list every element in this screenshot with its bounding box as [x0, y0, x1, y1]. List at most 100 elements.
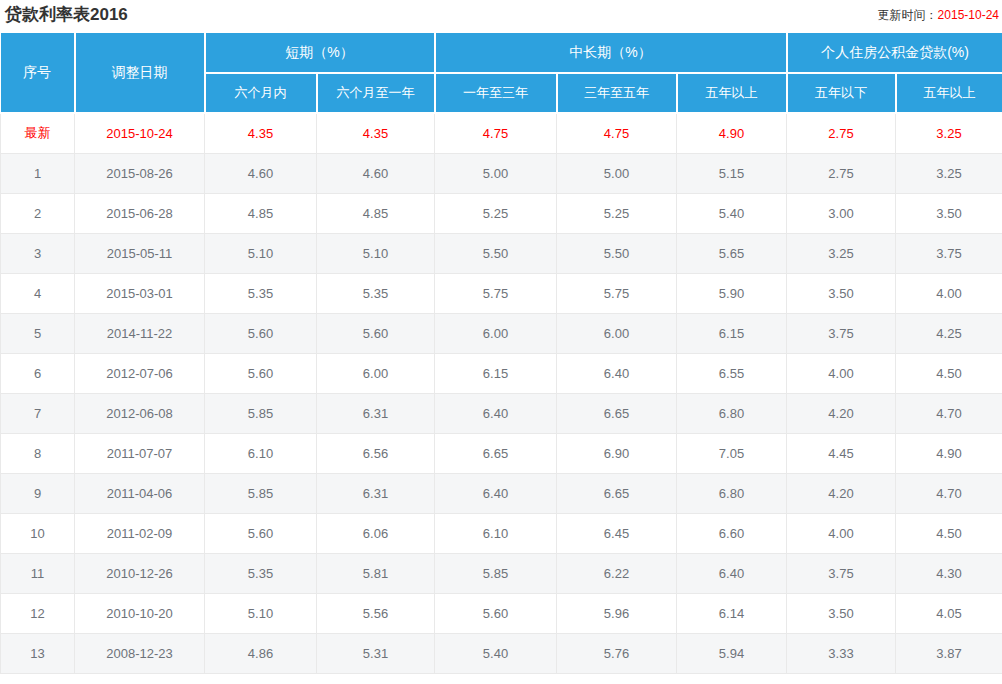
table-row: 12 2010-10-20 5.10 5.56 5.60 5.96 6.14 3…: [1, 593, 1002, 633]
row-rate-over-5-years-loan: 6.55: [677, 353, 787, 393]
row-date: 2008-12-23: [75, 633, 205, 673]
row-date: 2011-07-07: [75, 433, 205, 473]
update-time-value: 2015-10-24: [938, 8, 999, 22]
row-rate-over-5-years-fund: 4.50: [896, 353, 1002, 393]
row-rate-within-6-months: 5.60: [205, 513, 317, 553]
header-sub-within-6-months: 六个月内: [205, 73, 317, 113]
table-row: 6 2012-07-06 5.60 6.00 6.15 6.40 6.55 4.…: [1, 353, 1002, 393]
row-rate-under-5-years-fund: 4.00: [787, 353, 896, 393]
table-row: 2 2015-06-28 4.85 4.85 5.25 5.25 5.40 3.…: [1, 193, 1002, 233]
row-rate-within-6-months: 4.60: [205, 153, 317, 193]
row-rate-6-months-to-1-year: 5.81: [317, 553, 435, 593]
row-rate-1-to-3-years: 6.65: [435, 433, 557, 473]
row-rate-1-to-3-years: 4.75: [435, 113, 557, 153]
row-rate-over-5-years-loan: 5.90: [677, 273, 787, 313]
row-rate-over-5-years-loan: 4.90: [677, 113, 787, 153]
row-rate-under-5-years-fund: 3.33: [787, 633, 896, 673]
loan-rate-table: 序号 调整日期 短期（%） 中长期（%） 个人住房公积金贷款(%) 六个月内 六…: [0, 33, 1002, 674]
header-sub-3-to-5-years: 三年至五年: [557, 73, 677, 113]
table-row: 13 2008-12-23 4.86 5.31 5.40 5.76 5.94 3…: [1, 633, 1002, 673]
row-rate-under-5-years-fund: 2.75: [787, 153, 896, 193]
row-rate-under-5-years-fund: 4.45: [787, 433, 896, 473]
table-row: 7 2012-06-08 5.85 6.31 6.40 6.65 6.80 4.…: [1, 393, 1002, 433]
row-rate-over-5-years-fund: 4.90: [896, 433, 1002, 473]
row-rate-6-months-to-1-year: 6.06: [317, 513, 435, 553]
row-rate-1-to-3-years: 6.40: [435, 393, 557, 433]
update-time: 更新时间：2015-10-24: [878, 7, 999, 24]
header-group-housing-fund: 个人住房公积金贷款(%): [787, 33, 1002, 73]
table-header: 序号 调整日期 短期（%） 中长期（%） 个人住房公积金贷款(%) 六个月内 六…: [1, 33, 1002, 113]
row-rate-under-5-years-fund: 4.20: [787, 473, 896, 513]
row-rate-over-5-years-loan: 6.80: [677, 473, 787, 513]
row-seq: 8: [1, 433, 75, 473]
row-rate-1-to-3-years: 6.10: [435, 513, 557, 553]
row-seq: 13: [1, 633, 75, 673]
header-group-row: 序号 调整日期 短期（%） 中长期（%） 个人住房公积金贷款(%): [1, 33, 1002, 73]
table-row: 11 2010-12-26 5.35 5.81 5.85 6.22 6.40 3…: [1, 553, 1002, 593]
row-rate-under-5-years-fund: 3.25: [787, 233, 896, 273]
table-body: 最新 2015-10-24 4.35 4.35 4.75 4.75 4.90 2…: [1, 113, 1002, 673]
header-sub-1-to-3-years: 一年至三年: [435, 73, 557, 113]
row-rate-over-5-years-fund: 3.25: [896, 153, 1002, 193]
row-rate-over-5-years-loan: 6.15: [677, 313, 787, 353]
row-rate-over-5-years-loan: 5.65: [677, 233, 787, 273]
table-row: 8 2011-07-07 6.10 6.56 6.65 6.90 7.05 4.…: [1, 433, 1002, 473]
row-rate-6-months-to-1-year: 6.31: [317, 473, 435, 513]
row-rate-6-months-to-1-year: 4.35: [317, 113, 435, 153]
row-rate-3-to-5-years: 5.96: [557, 593, 677, 633]
row-rate-over-5-years-fund: 4.00: [896, 273, 1002, 313]
row-rate-3-to-5-years: 6.65: [557, 393, 677, 433]
row-rate-over-5-years-loan: 6.14: [677, 593, 787, 633]
row-rate-within-6-months: 4.86: [205, 633, 317, 673]
update-time-label: 更新时间：: [878, 8, 938, 22]
row-rate-1-to-3-years: 5.40: [435, 633, 557, 673]
row-date: 2014-11-22: [75, 313, 205, 353]
row-rate-within-6-months: 5.85: [205, 393, 317, 433]
row-rate-3-to-5-years: 6.65: [557, 473, 677, 513]
row-rate-under-5-years-fund: 2.75: [787, 113, 896, 153]
row-date: 2011-04-06: [75, 473, 205, 513]
row-seq: 1: [1, 153, 75, 193]
row-rate-over-5-years-loan: 6.80: [677, 393, 787, 433]
row-rate-3-to-5-years: 6.22: [557, 553, 677, 593]
row-date: 2012-07-06: [75, 353, 205, 393]
row-rate-1-to-3-years: 5.00: [435, 153, 557, 193]
row-rate-over-5-years-fund: 3.50: [896, 193, 1002, 233]
row-rate-6-months-to-1-year: 6.00: [317, 353, 435, 393]
row-rate-6-months-to-1-year: 5.10: [317, 233, 435, 273]
header-sub-over-5-years-loan: 五年以上: [677, 73, 787, 113]
row-rate-3-to-5-years: 5.76: [557, 633, 677, 673]
row-seq: 3: [1, 233, 75, 273]
page-title: 贷款利率表2016: [0, 0, 1002, 25]
row-date: 2010-12-26: [75, 553, 205, 593]
row-rate-1-to-3-years: 6.15: [435, 353, 557, 393]
row-date: 2015-10-24: [75, 113, 205, 153]
row-rate-over-5-years-loan: 5.40: [677, 193, 787, 233]
row-date: 2011-02-09: [75, 513, 205, 553]
row-rate-within-6-months: 5.35: [205, 553, 317, 593]
row-rate-over-5-years-fund: 3.87: [896, 633, 1002, 673]
row-seq: 12: [1, 593, 75, 633]
row-rate-under-5-years-fund: 3.50: [787, 273, 896, 313]
row-rate-1-to-3-years: 5.75: [435, 273, 557, 313]
page-header: 贷款利率表2016 更新时间：2015-10-24: [0, 0, 1002, 33]
row-rate-3-to-5-years: 4.75: [557, 113, 677, 153]
row-rate-1-to-3-years: 5.50: [435, 233, 557, 273]
row-rate-over-5-years-fund: 3.25: [896, 113, 1002, 153]
row-rate-over-5-years-loan: 5.94: [677, 633, 787, 673]
row-rate-within-6-months: 5.35: [205, 273, 317, 313]
row-seq: 7: [1, 393, 75, 433]
row-rate-6-months-to-1-year: 6.56: [317, 433, 435, 473]
row-rate-over-5-years-fund: 4.30: [896, 553, 1002, 593]
row-rate-within-6-months: 4.35: [205, 113, 317, 153]
header-group-short-term: 短期（%）: [205, 33, 435, 73]
table-row: 4 2015-03-01 5.35 5.35 5.75 5.75 5.90 3.…: [1, 273, 1002, 313]
row-date: 2015-06-28: [75, 193, 205, 233]
row-date: 2010-10-20: [75, 593, 205, 633]
row-rate-3-to-5-years: 6.00: [557, 313, 677, 353]
row-rate-1-to-3-years: 5.85: [435, 553, 557, 593]
row-rate-6-months-to-1-year: 6.31: [317, 393, 435, 433]
header-adjust-date: 调整日期: [75, 33, 205, 113]
row-rate-within-6-months: 5.60: [205, 313, 317, 353]
row-rate-under-5-years-fund: 4.20: [787, 393, 896, 433]
